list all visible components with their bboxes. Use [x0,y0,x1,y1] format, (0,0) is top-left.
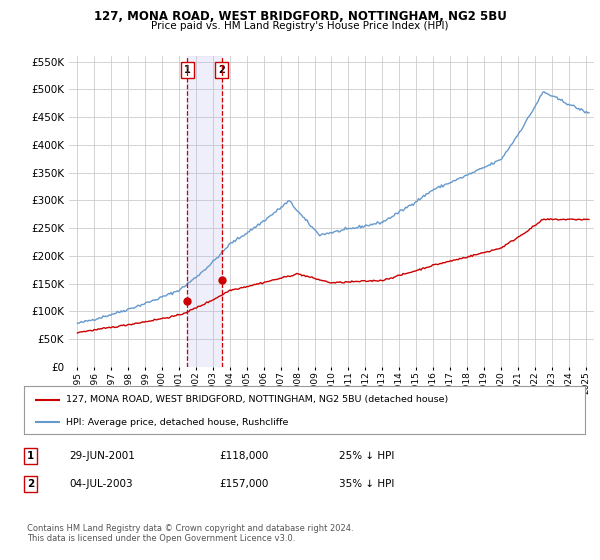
Text: 1: 1 [27,451,34,461]
Text: 2: 2 [27,479,34,489]
Text: Price paid vs. HM Land Registry's House Price Index (HPI): Price paid vs. HM Land Registry's House … [151,21,449,31]
Text: 29-JUN-2001: 29-JUN-2001 [69,451,135,461]
Text: 127, MONA ROAD, WEST BRIDGFORD, NOTTINGHAM, NG2 5BU (detached house): 127, MONA ROAD, WEST BRIDGFORD, NOTTINGH… [66,395,448,404]
Text: £157,000: £157,000 [219,479,268,489]
Text: 04-JUL-2003: 04-JUL-2003 [69,479,133,489]
Text: 25% ↓ HPI: 25% ↓ HPI [339,451,394,461]
Text: 2: 2 [218,65,225,75]
Text: £118,000: £118,000 [219,451,268,461]
Text: 35% ↓ HPI: 35% ↓ HPI [339,479,394,489]
Text: 127, MONA ROAD, WEST BRIDGFORD, NOTTINGHAM, NG2 5BU: 127, MONA ROAD, WEST BRIDGFORD, NOTTINGH… [94,10,506,22]
Text: HPI: Average price, detached house, Rushcliffe: HPI: Average price, detached house, Rush… [66,418,289,427]
Text: 1: 1 [184,65,191,75]
Text: Contains HM Land Registry data © Crown copyright and database right 2024.
This d: Contains HM Land Registry data © Crown c… [27,524,353,543]
Bar [187,56,221,367]
